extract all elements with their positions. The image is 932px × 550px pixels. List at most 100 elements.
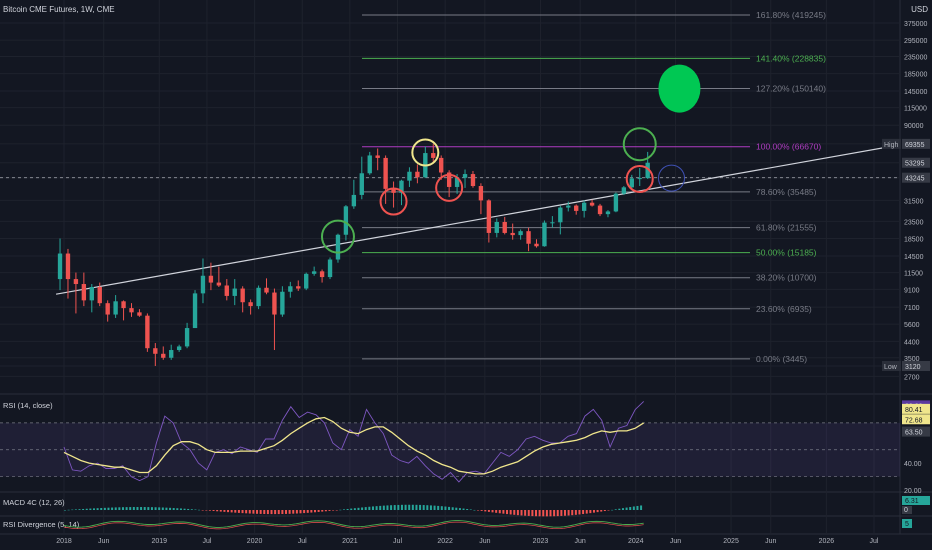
macd-bar bbox=[324, 510, 327, 512]
rsi-divergence-line-2 bbox=[63, 521, 644, 530]
macd-bar bbox=[154, 507, 157, 510]
macd-bar bbox=[198, 509, 201, 511]
rsi-value-badge-box bbox=[902, 403, 930, 414]
rsi-series-ma bbox=[63, 416, 645, 475]
candle bbox=[105, 303, 110, 315]
candle bbox=[272, 292, 277, 315]
macd-bar bbox=[364, 507, 367, 510]
macd-bar bbox=[368, 506, 371, 510]
macd-bar bbox=[484, 510, 487, 512]
macd-bar bbox=[495, 510, 498, 513]
macd-bar bbox=[596, 510, 599, 513]
macd-bar bbox=[502, 510, 505, 514]
time-axis[interactable]: 2018 Jun 2019 Jul 2020 Jul 2021 Jul 2022 Jun 2023 J… bbox=[56, 538, 879, 545]
macd-bar bbox=[516, 510, 519, 516]
candle bbox=[415, 171, 420, 178]
candle bbox=[304, 273, 309, 289]
macd-bar bbox=[393, 505, 396, 510]
macd-bar bbox=[74, 509, 77, 510]
price-tick-label: 185000 bbox=[904, 72, 927, 79]
circle-annotation bbox=[658, 164, 685, 192]
macd-bar bbox=[179, 508, 182, 510]
time-tick-label: Jun bbox=[575, 538, 586, 545]
candle bbox=[581, 202, 587, 211]
high-price-badge-tag: High bbox=[884, 142, 899, 149]
candle bbox=[57, 253, 63, 280]
macd-bar bbox=[487, 510, 490, 512]
macd-bar bbox=[339, 509, 342, 511]
macd-bar bbox=[553, 510, 556, 517]
macd-bar bbox=[147, 507, 150, 510]
macd-bar bbox=[618, 508, 621, 510]
macd-bar bbox=[545, 510, 548, 517]
macd-bar bbox=[473, 509, 476, 511]
price-tick-label: 2700 bbox=[904, 374, 920, 381]
currency-label: USD bbox=[911, 5, 928, 14]
macd-bar bbox=[263, 510, 266, 515]
time-tick-label: Jun bbox=[479, 538, 490, 545]
macd-bar bbox=[259, 510, 262, 514]
macd-bar bbox=[614, 509, 617, 510]
macd-bar bbox=[67, 509, 70, 511]
price-tick-label: 145000 bbox=[904, 89, 927, 96]
candle bbox=[446, 172, 452, 187]
price-tick-label: 3500 bbox=[904, 356, 920, 363]
macd-bar bbox=[245, 510, 248, 514]
macd-bar bbox=[563, 510, 566, 516]
main-pane[interactable]: 161.80% (419245) 141.40% (228835) 127.20% … bbox=[0, 10, 900, 366]
macd-bar bbox=[361, 507, 364, 510]
macd-bar bbox=[96, 508, 99, 510]
macd-bar bbox=[187, 508, 190, 510]
macd-zero-badge: 0 bbox=[904, 507, 908, 514]
candle bbox=[486, 200, 492, 233]
macd-pane[interactable]: MACD 4C (12, 26) 6.31 0 bbox=[3, 496, 930, 517]
last-price-badge: 53295 bbox=[905, 161, 925, 168]
macd-bar bbox=[107, 507, 110, 510]
macd-bar bbox=[437, 505, 440, 510]
time-tick-label: Jun bbox=[98, 538, 109, 545]
high-price-badge-tag-box bbox=[882, 138, 901, 149]
current-price-badge: 43245 bbox=[905, 176, 925, 183]
macd-bar bbox=[169, 507, 172, 510]
macd-bar bbox=[82, 508, 85, 510]
candle bbox=[637, 178, 642, 180]
low-price-badge-box bbox=[902, 361, 930, 371]
macd-bar bbox=[288, 510, 291, 514]
macd-bar bbox=[158, 507, 161, 510]
macd-bar bbox=[270, 510, 273, 515]
price-tick-label: 18500 bbox=[904, 237, 924, 244]
candle bbox=[232, 288, 237, 296]
macd-bar bbox=[208, 510, 211, 511]
macd-bar bbox=[266, 510, 269, 515]
price-axis[interactable]: 375000 295000 235000 185000 145000 115000 9000… bbox=[882, 21, 930, 381]
macd-bar bbox=[538, 510, 541, 517]
rsi-pane[interactable]: RSI (14, close)40.0020.0083.0080.4172.68… bbox=[0, 400, 930, 495]
candle bbox=[550, 222, 555, 224]
circle-annotation bbox=[379, 187, 408, 216]
trendline[interactable] bbox=[55, 144, 898, 295]
macd-bar bbox=[227, 510, 230, 513]
macd-bar bbox=[567, 510, 570, 516]
fib-level-label: 161.80% (419245) bbox=[756, 10, 826, 20]
fib-level-label: 100.00% (66670) bbox=[756, 142, 821, 152]
macd-bar bbox=[357, 507, 360, 510]
macd-value-badge: 6.31 bbox=[905, 498, 919, 505]
macd-bar bbox=[422, 505, 425, 510]
macd-bar bbox=[281, 510, 284, 515]
macd-bar bbox=[491, 510, 494, 513]
candle bbox=[542, 222, 547, 247]
candle bbox=[597, 205, 603, 215]
time-tick-label: Jun bbox=[670, 538, 681, 545]
fib-level-label: 50.00% (15185) bbox=[756, 248, 817, 258]
macd-bar bbox=[299, 510, 302, 514]
price-tick-label: 235000 bbox=[904, 54, 927, 61]
macd-bar bbox=[114, 507, 117, 510]
rsi-divergence-pane[interactable]: RSI Divergence (5, 14) 5 bbox=[3, 519, 912, 530]
candle bbox=[311, 271, 317, 274]
candle bbox=[288, 286, 293, 292]
macd-bar bbox=[328, 510, 331, 511]
macd-bar bbox=[603, 510, 606, 512]
price-tick-label: 90000 bbox=[904, 123, 924, 130]
